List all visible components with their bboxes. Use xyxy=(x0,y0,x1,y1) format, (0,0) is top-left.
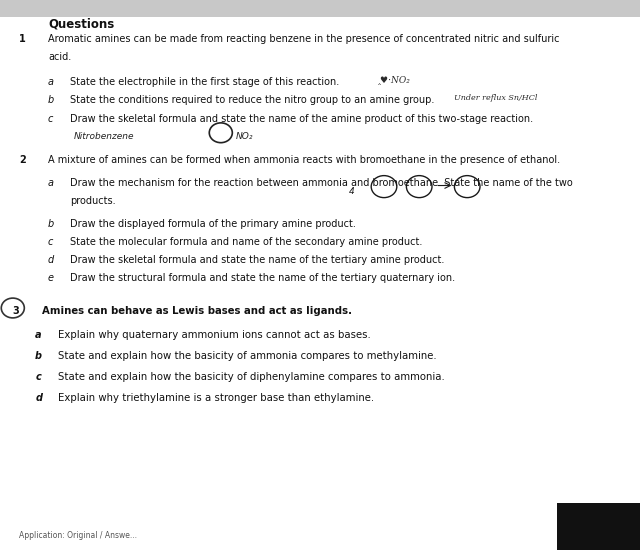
Text: NO₂: NO₂ xyxy=(236,131,253,141)
FancyBboxPatch shape xyxy=(0,16,640,550)
Text: Explain why quaternary ammonium ions cannot act as bases.: Explain why quaternary ammonium ions can… xyxy=(58,331,371,340)
Text: State the molecular formula and name of the secondary amine product.: State the molecular formula and name of … xyxy=(70,236,423,246)
Text: b: b xyxy=(48,95,54,106)
Text: State and explain how the basicity of diphenylamine compares to ammonia.: State and explain how the basicity of di… xyxy=(58,372,444,382)
Text: 2: 2 xyxy=(19,155,26,165)
Text: Draw the skeletal formula and state the name of the tertiary amine product.: Draw the skeletal formula and state the … xyxy=(70,255,445,265)
Text: Draw the structural formula and state the name of the tertiary quaternary ion.: Draw the structural formula and state th… xyxy=(70,273,456,283)
Text: products.: products. xyxy=(70,196,116,206)
Text: State and explain how the basicity of ammonia compares to methylamine.: State and explain how the basicity of am… xyxy=(58,351,436,361)
Text: Under reflux Sn/HCl: Under reflux Sn/HCl xyxy=(454,94,538,102)
Text: Draw the skeletal formula and state the name of the amine product of this two-st: Draw the skeletal formula and state the … xyxy=(70,113,534,124)
Text: d: d xyxy=(35,393,42,403)
Text: ‸♥·NO₂: ‸♥·NO₂ xyxy=(378,76,410,85)
Text: c: c xyxy=(35,372,41,382)
Text: A mixture of amines can be formed when ammonia reacts with bromoethane in the pr: A mixture of amines can be formed when a… xyxy=(48,155,560,165)
Text: c: c xyxy=(48,113,53,124)
Text: a: a xyxy=(35,331,42,340)
Text: Aromatic amines can be made from reacting benzene in the presence of concentrate: Aromatic amines can be made from reactin… xyxy=(48,34,559,45)
Text: Questions: Questions xyxy=(48,18,115,31)
Text: e: e xyxy=(48,273,54,283)
Text: Nitrobenzene: Nitrobenzene xyxy=(74,131,134,141)
Text: State the electrophile in the first stage of this reaction.: State the electrophile in the first stag… xyxy=(70,77,340,87)
Text: Draw the mechanism for the reaction between ammonia and bromoethane. State the n: Draw the mechanism for the reaction betw… xyxy=(70,178,573,188)
Text: b: b xyxy=(48,218,54,228)
Text: a: a xyxy=(48,77,54,87)
Text: State the conditions required to reduce the nitro group to an amine group.: State the conditions required to reduce … xyxy=(70,95,435,106)
Text: b: b xyxy=(35,351,42,361)
Text: Amines can behave as Lewis bases and act as ligands.: Amines can behave as Lewis bases and act… xyxy=(42,306,351,316)
Text: d: d xyxy=(48,255,54,265)
Text: Application: Original / Answe...: Application: Original / Answe... xyxy=(19,531,137,540)
Text: Explain why triethylamine is a stronger base than ethylamine.: Explain why triethylamine is a stronger … xyxy=(58,393,374,403)
Text: 3: 3 xyxy=(13,306,20,316)
FancyBboxPatch shape xyxy=(557,503,640,550)
Text: 4: 4 xyxy=(349,186,355,196)
Text: 1: 1 xyxy=(19,34,26,45)
Text: acid.: acid. xyxy=(48,52,71,63)
Text: c: c xyxy=(48,236,53,246)
Text: a: a xyxy=(48,178,54,188)
Text: Draw the displayed formula of the primary amine product.: Draw the displayed formula of the primar… xyxy=(70,218,356,228)
